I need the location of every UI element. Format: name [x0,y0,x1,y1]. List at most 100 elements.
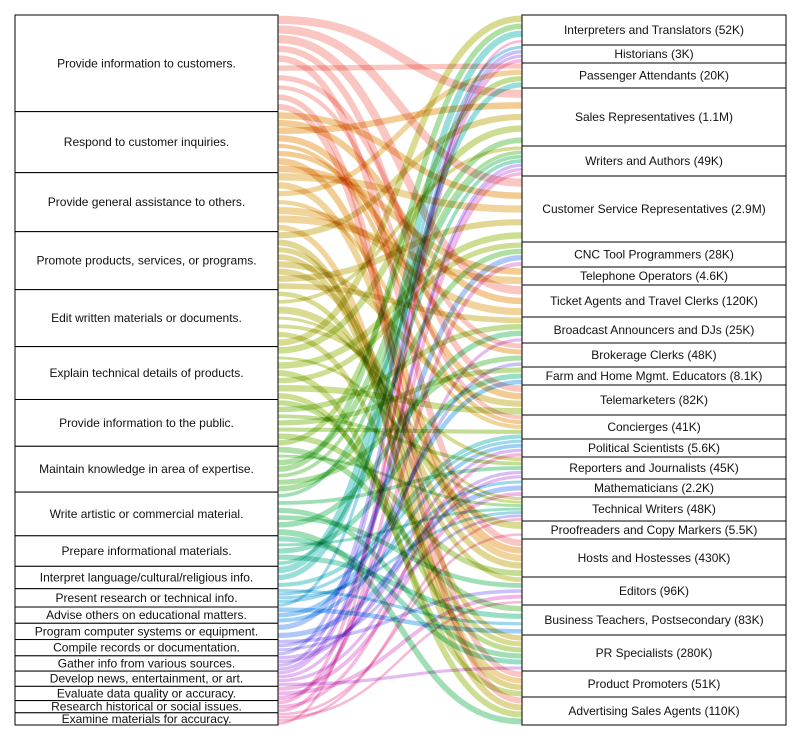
target-node-box [521,145,787,177]
source-node: Prepare informational materials. [14,535,279,567]
source-node-label: Explain technical details of products. [49,366,243,380]
source-node-label: Promote products, services, or programs. [36,254,256,268]
sankey-link [277,331,523,647]
source-node: Evaluate data quality or accuracy. [14,685,279,702]
target-node-label: Farm and Home Mgmt. Educators (8.1K) [546,369,763,383]
target-node: Historians (3K) [521,44,787,64]
target-node-label: Hosts and Hostesses (430K) [578,551,731,565]
target-node-label: Interpreters and Translators (52K) [564,23,744,37]
source-node: Write artistic or commercial material. [14,491,279,537]
source-node-label: Develop news, entertainment, or art. [50,672,243,686]
sankey-link [277,173,523,213]
target-node: Reporters and Journalists (45K) [521,456,787,480]
source-node-label: Maintain knowledge in area of expertise. [39,462,254,476]
source-node: Maintain knowledge in area of expertise. [14,445,279,493]
sankey-link [277,338,523,679]
source-node: Explain technical details of products. [14,346,279,400]
target-node: Telephone Operators (4.6K) [521,266,787,286]
target-node-box [521,496,787,522]
target-node: Ticket Agents and Travel Clerks (120K) [521,284,787,318]
target-node: Concierges (41K) [521,414,787,440]
target-node-box [521,175,787,243]
source-node-label: Compile records or documentation. [53,641,240,655]
source-node-label: Present research or technical info. [55,591,237,605]
target-node-box [521,414,787,440]
target-node-box [521,62,787,89]
target-node-box [521,14,787,46]
target-node: Hosts and Hostesses (430K) [521,538,787,578]
target-node-label: Customer Service Representatives (2.9M) [542,202,765,216]
sankey-link [277,367,523,426]
target-node: Customer Service Representatives (2.9M) [521,175,787,243]
sankey-link [277,588,523,626]
source-node: Gather info from various sources. [14,655,279,672]
target-node-label: PR Specialists (280K) [596,646,713,660]
source-node: Provide information to customers. [14,14,279,113]
sankey-link [277,15,523,346]
source-node: Advise others on educational matters. [14,606,279,624]
target-node-box [521,316,787,344]
source-node-label: Examine materials for accuracy. [62,712,232,726]
target-node: Advertising Sales Agents (110K) [521,696,787,726]
target-node-box [521,284,787,318]
sankey-link [277,23,523,472]
sankey-link [277,167,523,675]
source-node-label: Provide information to the public. [59,416,234,430]
target-node-label: Sales Representatives (1.1M) [575,110,733,124]
target-node: Editors (96K) [521,576,787,606]
sankey-link [277,330,523,528]
target-node: Passenger Attendants (20K) [521,62,787,89]
target-node-label: Concierges (41K) [607,420,700,434]
sankey-link [277,515,523,588]
target-node: Mathematicians (2.2K) [521,478,787,498]
sankey-link [277,254,523,691]
source-node: Promote products, services, or programs. [14,231,279,291]
source-node: Program computer systems or equipment. [14,622,279,641]
target-node-label: Reporters and Journalists (45K) [569,461,738,475]
source-node-label: Prepare informational materials. [61,544,231,558]
target-node: PR Specialists (280K) [521,634,787,672]
source-node-label: Interpret language/cultural/religious in… [40,571,253,585]
source-node-box [14,172,279,233]
sankey-link [277,261,523,701]
source-node-label: Gather info from various sources. [58,656,235,670]
target-node-label: Brokerage Clerks (48K) [591,348,716,362]
target-node-label: Proofreaders and Copy Markers (5.5K) [551,523,758,537]
target-node-box [521,87,787,147]
target-node: Business Teachers, Postsecondary (83K) [521,604,787,636]
source-node: Edit written materials or documents. [14,289,279,348]
source-node: Develop news, entertainment, or art. [14,670,279,687]
target-node-box [521,241,787,268]
target-node-label: Mathematicians (2.2K) [594,481,714,495]
source-node-label: Provide information to customers. [57,56,236,70]
sankey-link [277,485,523,639]
target-node-label: Telephone Operators (4.6K) [580,269,728,283]
target-node-label: Technical Writers (48K) [592,502,716,516]
target-node-label: Advertising Sales Agents (110K) [568,704,739,718]
target-node: Writers and Authors (49K) [521,145,787,177]
source-node-box [14,231,279,291]
source-node-box [14,14,279,113]
target-nodes: Interpreters and Translators (52K) Histor… [521,14,787,726]
sankey-link [277,172,523,713]
sankey-link [277,54,523,667]
target-node: Proofreaders and Copy Markers (5.5K) [521,520,787,540]
source-node: Provide general assistance to others. [14,172,279,233]
source-node-label: Provide general assistance to others. [48,195,245,209]
target-node-box [521,342,787,368]
target-node-box [521,604,787,636]
target-node-box [521,538,787,578]
target-node-label: Ticket Agents and Travel Clerks (120K) [550,294,758,308]
source-node-box [14,289,279,348]
sankey-link [277,103,523,704]
sankey-link [277,392,523,697]
target-node-label: Passenger Attendants (20K) [579,69,729,83]
sankey-link [277,63,523,71]
source-node: Compile records or documentation. [14,639,279,657]
source-node-box [14,445,279,493]
sankey-links [277,15,523,725]
source-node: Research historical or social issues. [14,700,279,714]
target-node: Brokerage Clerks (48K) [521,342,787,368]
sankey-link [277,517,523,722]
target-node-label: Historians (3K) [614,47,693,61]
